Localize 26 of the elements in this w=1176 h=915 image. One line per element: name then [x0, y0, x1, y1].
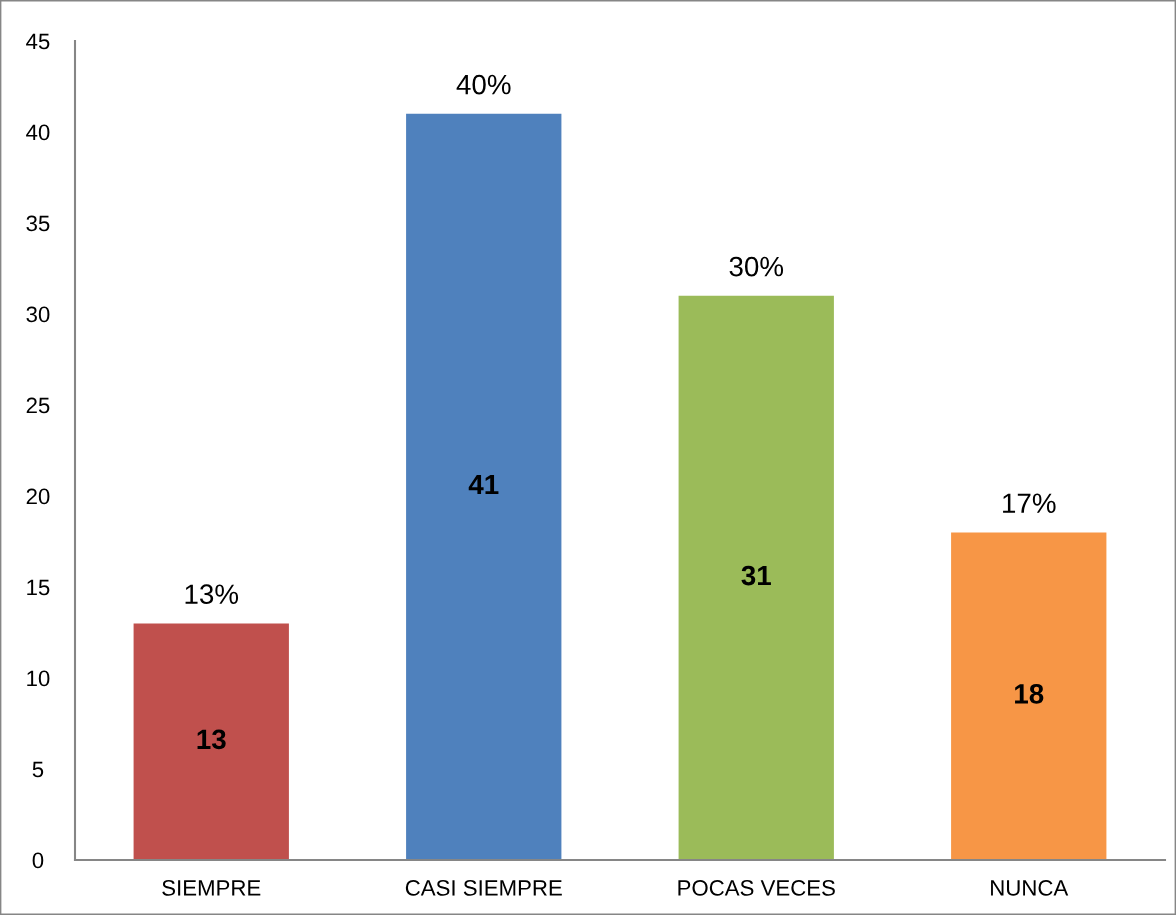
annotation: 13% — [185, 584, 239, 605]
y-tick-label: 30 — [26, 306, 50, 323]
y-tick-label: 10 — [27, 670, 50, 687]
y-tick-label: 15 — [27, 579, 50, 596]
data-label: 31 — [741, 565, 771, 586]
bar — [406, 113, 562, 860]
y-tick-label: 25 — [26, 397, 50, 414]
bar — [133, 623, 289, 860]
bar — [951, 532, 1107, 860]
data-label: 18 — [1015, 683, 1044, 704]
bar — [678, 295, 834, 860]
x-tick-label: SIEMPRE — [162, 880, 261, 896]
y-tick-label: 0 — [32, 852, 44, 869]
x-tick-label: NUNCA — [991, 880, 1069, 896]
data-label: 13 — [197, 729, 226, 750]
y-tick-label: 35 — [26, 215, 50, 232]
y-tick-label: 40 — [26, 124, 50, 141]
y-tick-label: 20 — [26, 488, 50, 505]
x-tick-label: POCAS VECES — [678, 880, 835, 896]
y-tick-label: 45 — [26, 33, 50, 50]
y-tick-label: 5 — [32, 761, 44, 778]
annotation: 30% — [729, 256, 784, 277]
data-label: 41 — [468, 474, 499, 495]
annotation: 17% — [1003, 493, 1056, 513]
x-tick-label: CASI SIEMPRE — [405, 880, 562, 896]
annotation: 40% — [456, 74, 511, 95]
